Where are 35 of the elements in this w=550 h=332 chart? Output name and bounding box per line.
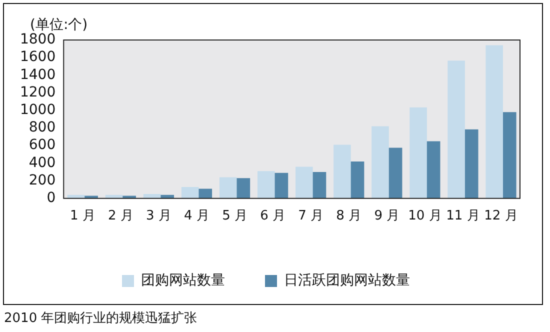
y-tick-label: 1600 — [20, 49, 56, 66]
x-tick-label: 11 月 — [446, 208, 480, 224]
x-tick-label: 2 月 — [108, 208, 134, 224]
x-tick-label: 6 月 — [260, 208, 286, 224]
x-tick-label: 10 月 — [408, 208, 442, 224]
y-tick-label: 200 — [28, 172, 56, 188]
x-tick-label: 7 月 — [298, 208, 324, 224]
x-tick-label: 5 月 — [222, 208, 248, 224]
x-tick-label: 12 月 — [484, 208, 518, 224]
bar — [410, 107, 427, 198]
bar — [181, 186, 199, 198]
bar — [448, 60, 465, 198]
y-tick-label: 600 — [28, 137, 56, 154]
text: 2010 年团购行业的规模迅猛扩张 — [4, 310, 198, 327]
legend-label: 团购网站数量 — [141, 272, 225, 289]
bar — [372, 126, 389, 198]
legend-label: 日活跃团购网站数量 — [284, 272, 410, 289]
bar — [296, 166, 313, 198]
y-tick-label: 800 — [28, 120, 56, 136]
y-tick-label: 1400 — [20, 66, 56, 83]
bar — [257, 171, 275, 198]
x-tick-label: 8 月 — [336, 208, 362, 224]
x-tick-label: 4 月 — [184, 208, 210, 224]
y-tick-label: 1200 — [20, 84, 56, 100]
y-tick-label: 400 — [28, 154, 56, 171]
bar — [486, 45, 503, 198]
y-tick-label: 1000 — [20, 102, 56, 118]
x-tick-label: 9 月 — [374, 208, 400, 224]
y-tick-label: 0 — [46, 190, 56, 206]
bar — [219, 177, 237, 198]
y-axis-title: (单位:个) — [30, 16, 88, 33]
x-tick-label: 3 月 — [146, 208, 172, 224]
y-tick-label: 1800 — [20, 32, 56, 48]
bar — [334, 144, 351, 198]
x-tick-label: 1 月 — [70, 208, 96, 224]
